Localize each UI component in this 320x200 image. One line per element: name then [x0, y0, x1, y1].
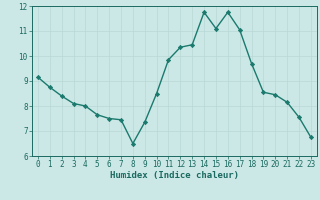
X-axis label: Humidex (Indice chaleur): Humidex (Indice chaleur)	[110, 171, 239, 180]
